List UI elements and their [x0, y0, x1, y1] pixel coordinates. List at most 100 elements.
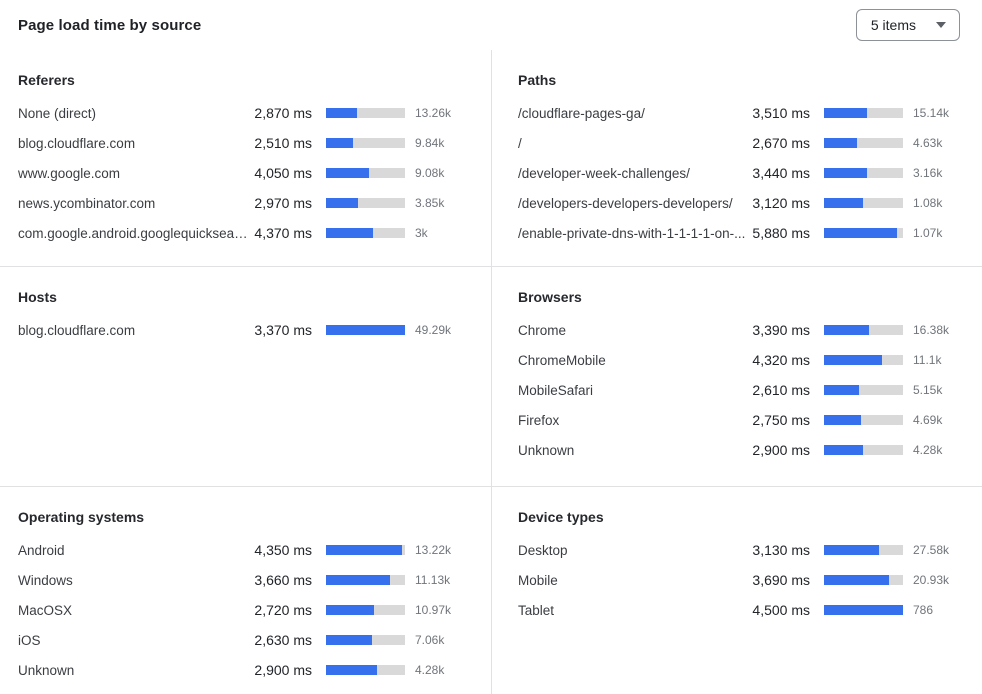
- metric-row: Mobile 3,690 ms 20.93k: [518, 565, 963, 595]
- row-bar-fill: [824, 355, 882, 365]
- row-ms-value: 3,120 ms: [752, 195, 810, 211]
- panel-browsers: Browsers Chrome 3,390 ms 16.38k ChromeMobil…: [491, 266, 982, 486]
- row-ms-value: 3,440 ms: [752, 165, 810, 181]
- row-bar-fill: [326, 108, 357, 118]
- row-bar: [326, 605, 405, 615]
- metric-row: com.google.android.googlequicksearc... 4,…: [18, 218, 465, 248]
- panel-rows: Chrome 3,390 ms 16.38k ChromeMobile 4,320 ms…: [518, 315, 963, 465]
- row-ms-value: 2,670 ms: [752, 135, 810, 151]
- row-bar-fill: [824, 168, 867, 178]
- row-label: /: [518, 135, 522, 151]
- row-label: Firefox: [518, 412, 560, 428]
- row-count: 3.16k: [913, 166, 943, 180]
- row-label: MobileSafari: [518, 382, 594, 398]
- panel-title: Operating systems: [18, 509, 145, 525]
- panel-title: Browsers: [518, 289, 582, 305]
- row-bar-fill: [326, 665, 377, 675]
- panel-operating-systems: Operating systems Android 4,350 ms 13.22k W…: [0, 486, 491, 694]
- row-count: 7.06k: [415, 633, 445, 647]
- row-bar: [824, 325, 903, 335]
- row-ms-value: 4,050 ms: [254, 165, 312, 181]
- metric-row: /developer-week-challenges/3,440 ms 3.16k: [518, 158, 963, 188]
- row-bar: [824, 415, 903, 425]
- row-bar-fill: [326, 138, 353, 148]
- row-bar-fill: [326, 575, 391, 585]
- panel-title: Paths: [518, 72, 557, 88]
- row-count: 9.08k: [415, 166, 445, 180]
- row-bar-fill: [824, 138, 857, 148]
- panel-rows: Android 4,350 ms 13.22k Windows 3,660 ms 11.1…: [18, 535, 465, 685]
- row-bar-fill: [326, 198, 358, 208]
- row-ms-value: 3,510 ms: [752, 105, 810, 121]
- row-ms-value: 2,510 ms: [254, 135, 312, 151]
- panel-title: Device types: [518, 509, 604, 525]
- row-bar-fill: [326, 605, 374, 615]
- row-label: blog.cloudflare.com: [18, 322, 136, 338]
- row-bar: [824, 138, 903, 148]
- row-bar: [326, 168, 405, 178]
- metric-row: www.google.com 4,050 ms 9.08k: [18, 158, 465, 188]
- row-label: ChromeMobile: [518, 352, 606, 368]
- row-bar-fill: [824, 605, 903, 615]
- row-ms-value: 3,130 ms: [752, 542, 810, 558]
- row-count: 4.69k: [913, 413, 943, 427]
- row-bar: [326, 545, 405, 555]
- row-label: Unknown: [518, 442, 575, 458]
- row-label: Mobile: [518, 572, 558, 588]
- metric-row: Windows 3,660 ms 11.13k: [18, 565, 465, 595]
- metric-row: Unknown 2,900 ms 4.28k: [518, 435, 963, 465]
- row-bar-fill: [824, 415, 861, 425]
- row-bar: [824, 108, 903, 118]
- row-label: iOS: [18, 632, 41, 648]
- row-ms-value: 2,900 ms: [752, 442, 810, 458]
- metric-row: Tablet 4,500 ms 786: [518, 595, 963, 625]
- row-ms-value: 4,350 ms: [254, 542, 312, 558]
- metric-row: /cloudflare-pages-ga/3,510 ms 15.14k: [518, 98, 963, 128]
- row-label: news.ycombinator.com: [18, 195, 156, 211]
- page-title: Page load time by source: [18, 16, 202, 34]
- row-count: 49.29k: [415, 323, 452, 337]
- row-label: Tablet: [518, 602, 555, 618]
- items-count-select[interactable]: 5 items: [855, 9, 960, 41]
- metric-row: Android 4,350 ms 13.22k: [18, 535, 465, 565]
- row-bar-fill: [824, 108, 868, 118]
- row-ms-value: 3,660 ms: [254, 572, 312, 588]
- row-label: Desktop: [518, 542, 568, 558]
- row-label: Chrome: [518, 322, 567, 338]
- row-bar: [326, 198, 405, 208]
- row-label: /cloudflare-pages-ga/: [518, 105, 645, 121]
- row-ms-value: 2,900 ms: [254, 662, 312, 678]
- row-bar: [326, 575, 405, 585]
- row-label: www.google.com: [18, 165, 121, 181]
- row-bar-fill: [326, 325, 405, 335]
- row-label: com.google.android.googlequicksearc...: [18, 225, 249, 241]
- row-count: 4.63k: [913, 136, 943, 150]
- metric-row: Desktop 3,130 ms 27.58k: [518, 535, 963, 565]
- metric-row: Unknown 2,900 ms 4.28k: [18, 655, 465, 685]
- row-bar-fill: [824, 228, 897, 238]
- row-count: 4.28k: [415, 663, 445, 677]
- row-bar: [824, 545, 903, 555]
- row-bar: [824, 385, 903, 395]
- row-count: 1.07k: [913, 226, 943, 240]
- row-ms-value: 3,690 ms: [752, 572, 810, 588]
- row-count: 13.26k: [415, 106, 452, 120]
- metric-row: blog.cloudflare.com 3,370 ms 49.29k: [18, 315, 465, 345]
- row-bar-fill: [326, 228, 373, 238]
- row-count: 20.93k: [913, 573, 950, 587]
- row-label: Windows: [18, 572, 73, 588]
- panel-paths: Paths /cloudflare-pages-ga/3,510 ms 15.14…: [491, 50, 982, 266]
- row-ms-value: 3,370 ms: [254, 322, 312, 338]
- row-bar-fill: [824, 198, 863, 208]
- row-label: blog.cloudflare.com: [18, 135, 136, 151]
- panel-hosts: Hosts blog.cloudflare.com 3,370 ms 49.29k: [0, 266, 491, 486]
- row-count: 3.85k: [415, 196, 445, 210]
- row-label: /developers-developers-developers/: [518, 195, 733, 211]
- metric-row: None (direct) 2,870 ms 13.26k: [18, 98, 465, 128]
- row-count: 9.84k: [415, 136, 445, 150]
- metric-row: /developers-developers-developers/3,120 …: [518, 188, 963, 218]
- row-label: /enable-private-dns-with-1-1-1-1-on-...: [518, 225, 746, 241]
- row-bar: [824, 198, 903, 208]
- row-count: 786: [913, 603, 934, 617]
